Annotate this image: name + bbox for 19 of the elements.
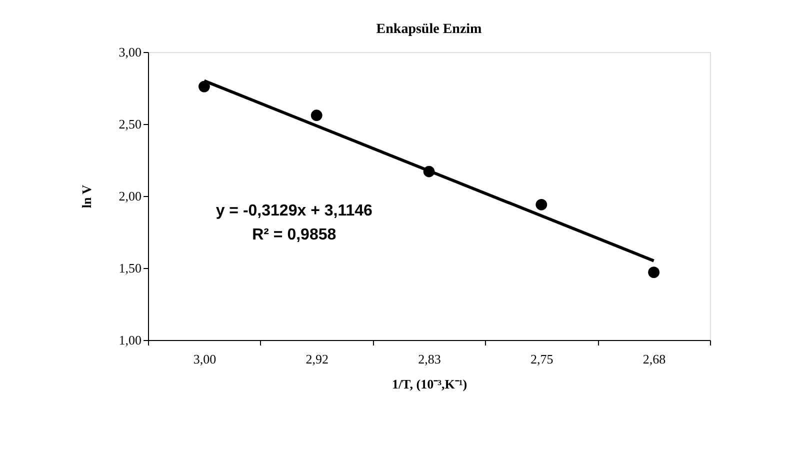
x-tick-label: 2,92 (306, 352, 328, 366)
x-tick-label: 2,83 (418, 352, 441, 366)
y-axis-title: ln V (78, 184, 94, 208)
x-tick-label: 3,00 (193, 352, 216, 366)
point (648, 266, 660, 278)
y-tick-label: 3,00 (118, 44, 142, 60)
point (536, 198, 548, 210)
x-axis-title: 1/T, (10⁻³,K⁻¹) (392, 376, 468, 392)
y-tick-label: 2,50 (118, 116, 142, 132)
y-tick-label: 1,00 (118, 332, 142, 348)
y-tick-label: 1,50 (118, 260, 142, 276)
annotation: y = -0,3129x + 3,1146 (216, 202, 373, 220)
annotation: R² = 0,9858 (252, 226, 336, 244)
x-tick-label: 2,75 (530, 352, 554, 366)
y-tick-label: 2,00 (118, 188, 142, 204)
chart-title: Enkapsüle Enzim (376, 22, 482, 37)
x-tick-label: 2,68 (642, 352, 666, 366)
point (198, 80, 210, 92)
point (310, 110, 322, 122)
